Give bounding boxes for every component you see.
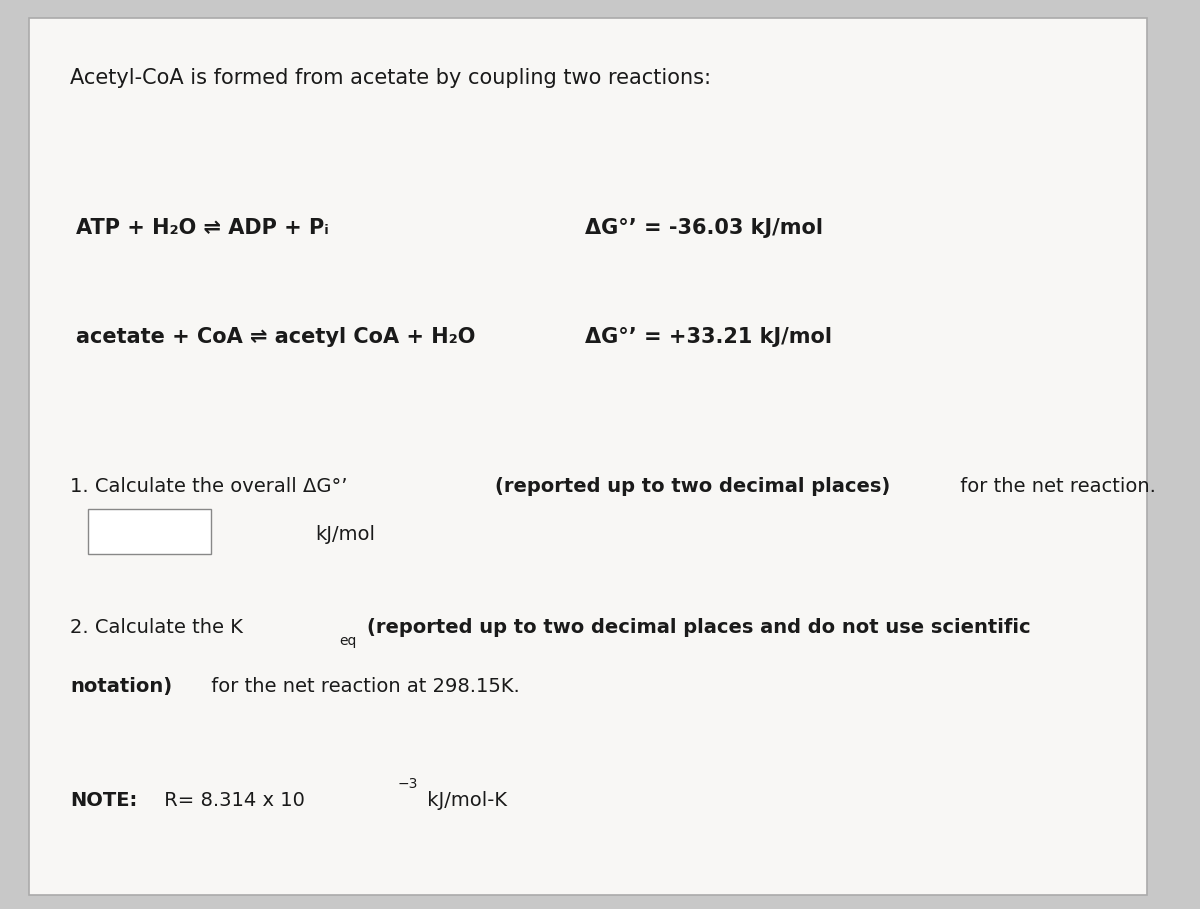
Text: for the net reaction.: for the net reaction. xyxy=(954,477,1156,496)
Text: kJ/mol-K: kJ/mol-K xyxy=(421,791,508,810)
Text: (reported up to two decimal places): (reported up to two decimal places) xyxy=(494,477,890,496)
Text: ΔG°’ = +33.21 kJ/mol: ΔG°’ = +33.21 kJ/mol xyxy=(586,327,832,347)
Text: acetate + CoA ⇌ acetyl CoA + H₂O: acetate + CoA ⇌ acetyl CoA + H₂O xyxy=(76,327,475,347)
Text: kJ/mol: kJ/mol xyxy=(316,525,376,544)
Text: Acetyl-CoA is formed from acetate by coupling two reactions:: Acetyl-CoA is formed from acetate by cou… xyxy=(71,68,712,88)
FancyBboxPatch shape xyxy=(29,18,1147,895)
Text: eq: eq xyxy=(340,634,356,648)
Text: 2. Calculate the K: 2. Calculate the K xyxy=(71,618,244,637)
FancyBboxPatch shape xyxy=(88,509,211,554)
Text: ATP + H₂O ⇌ ADP + Pᵢ: ATP + H₂O ⇌ ADP + Pᵢ xyxy=(76,218,329,238)
Text: R= 8.314 x 10: R= 8.314 x 10 xyxy=(158,791,305,810)
Text: (reported up to two decimal places and do not use scientific: (reported up to two decimal places and d… xyxy=(367,618,1031,637)
Text: for the net reaction at 298.15K.: for the net reaction at 298.15K. xyxy=(205,677,520,696)
Text: notation): notation) xyxy=(71,677,173,696)
Text: −3: −3 xyxy=(398,777,419,791)
Text: ΔG°’ = -36.03 kJ/mol: ΔG°’ = -36.03 kJ/mol xyxy=(586,218,823,238)
Text: 1. Calculate the overall ΔG°’: 1. Calculate the overall ΔG°’ xyxy=(71,477,354,496)
Text: NOTE:: NOTE: xyxy=(71,791,138,810)
